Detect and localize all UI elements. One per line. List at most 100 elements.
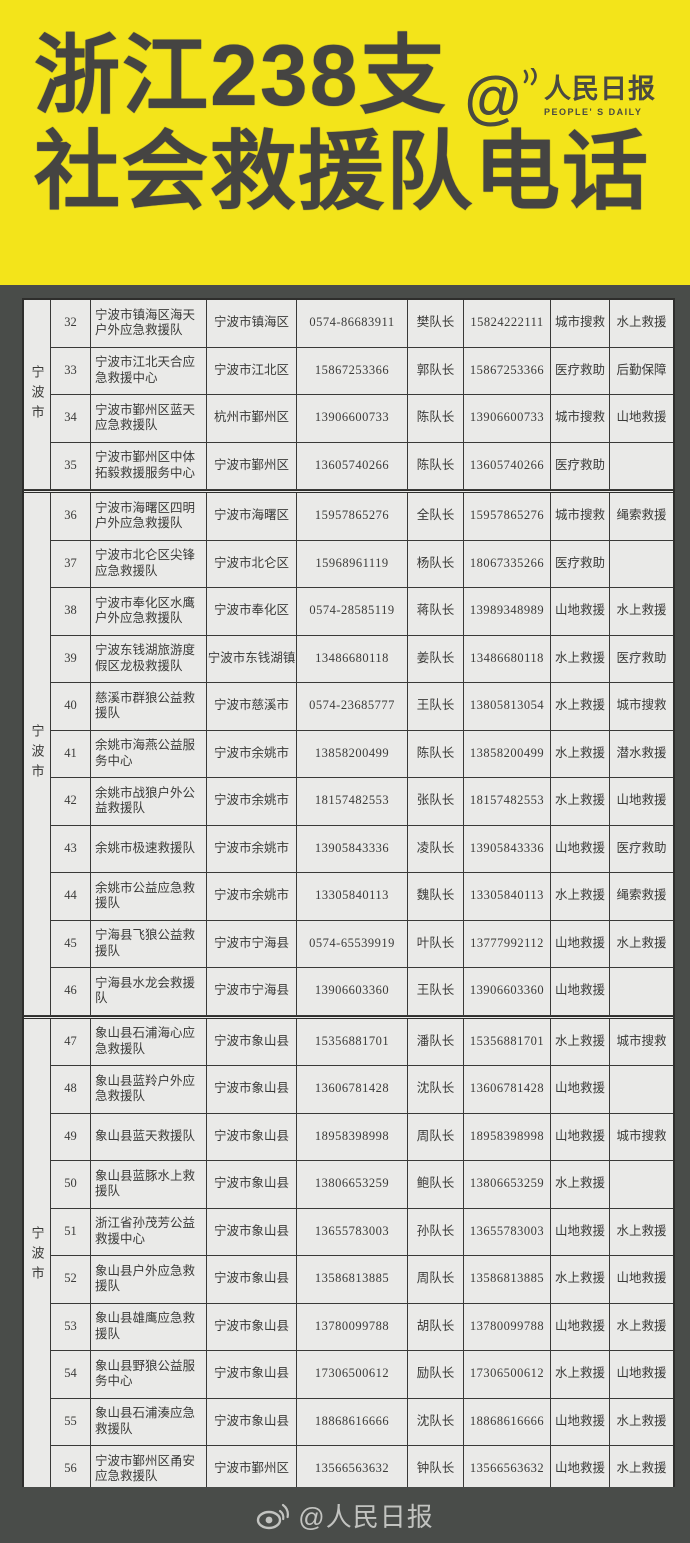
cell-team-name: 宁波市奉化区水鹰户外应急救援队 xyxy=(91,588,207,636)
cell-rescue-type2: 水上救援 xyxy=(610,1303,673,1351)
cell-location: 宁波市江北区 xyxy=(207,347,297,395)
cell-location: 宁波市余姚市 xyxy=(207,825,297,873)
cell-location: 宁波市奉化区 xyxy=(207,588,297,636)
table-group: 宁波市 36 宁波市海曙区四明户外应急救援队 宁波市海曙区 1595786527… xyxy=(24,490,673,1016)
table-group: 宁波市 32 宁波市镇海区海天户外应急救援队 宁波市镇海区 0574-86683… xyxy=(24,300,673,490)
cell-location: 宁波市象山县 xyxy=(207,1113,297,1161)
at-sign-icon: @ xyxy=(464,65,521,130)
cell-rescue-type2: 山地救援 xyxy=(610,1351,673,1399)
cell-rescue-type2: 水上救援 xyxy=(610,300,673,348)
cell-location: 宁波市宁海县 xyxy=(207,968,297,1016)
cell-rescue-type1: 山地救援 xyxy=(551,1303,610,1351)
cell-phone: 15867253366 xyxy=(297,347,408,395)
cell-leader: 孙队长 xyxy=(408,1208,464,1256)
cell-phone: 0574-23685777 xyxy=(297,683,408,731)
cell-leader: 沈队长 xyxy=(408,1398,464,1446)
cell-leader-phone: 13305840113 xyxy=(464,873,551,921)
cell-rescue-type1: 水上救援 xyxy=(551,1256,610,1304)
cell-leader: 张队长 xyxy=(408,778,464,826)
cell-phone: 13655783003 xyxy=(297,1208,408,1256)
title-line-1: 浙江238支 xyxy=(34,28,448,124)
cell-team-name: 宁海县水龙会救援队 xyxy=(91,968,207,1016)
cell-row-number: 49 xyxy=(51,1113,91,1161)
cell-leader: 鲍队长 xyxy=(408,1161,464,1209)
cell-location: 宁波市象山县 xyxy=(207,1303,297,1351)
cell-rescue-type2 xyxy=(610,1161,673,1209)
cell-rescue-type2 xyxy=(610,968,673,1016)
cell-team-name: 宁波市鄞州区蓝天应急救援队 xyxy=(91,395,207,443)
cell-leader: 王队长 xyxy=(408,683,464,731)
cell-rescue-type2: 山地救援 xyxy=(610,1256,673,1304)
cell-team-name: 象山县野狼公益服务中心 xyxy=(91,1351,207,1399)
cell-rescue-type1: 城市搜救 xyxy=(551,493,610,541)
cell-row-number: 50 xyxy=(51,1161,91,1209)
cell-rescue-type1: 水上救援 xyxy=(551,730,610,778)
cell-leader: 樊队长 xyxy=(408,300,464,348)
cell-row-number: 54 xyxy=(51,1351,91,1399)
cell-row-number: 32 xyxy=(51,300,91,348)
cell-location: 宁波市象山县 xyxy=(207,1208,297,1256)
cell-rescue-type1: 山地救援 xyxy=(551,825,610,873)
cell-location: 宁波市鄞州区 xyxy=(207,1446,297,1494)
cell-team-name: 余姚市战狼户外公益救援队 xyxy=(91,778,207,826)
cell-rescue-type2: 水上救援 xyxy=(610,1398,673,1446)
cell-leader-phone: 13858200499 xyxy=(464,730,551,778)
rescue-teams-table: 宁波市 32 宁波市镇海区海天户外应急救援队 宁波市镇海区 0574-86683… xyxy=(22,298,675,1494)
cell-row-number: 56 xyxy=(51,1446,91,1494)
cell-location: 宁波市慈溪市 xyxy=(207,683,297,731)
cell-phone: 13858200499 xyxy=(297,730,408,778)
cell-leader-phone: 13586813885 xyxy=(464,1256,551,1304)
cell-rescue-type1: 水上救援 xyxy=(551,1351,610,1399)
table-group: 宁波市 47 象山县石浦海心应急救援队 宁波市象山县 15356881701 潘… xyxy=(24,1015,673,1494)
cell-leader: 陈队长 xyxy=(408,442,464,490)
cell-phone: 13906603360 xyxy=(297,968,408,1016)
cell-rescue-type1: 医疗救助 xyxy=(551,540,610,588)
cell-rescue-type2: 水上救援 xyxy=(610,920,673,968)
cell-team-name: 余姚市海燕公益服务中心 xyxy=(91,730,207,778)
cell-leader-phone: 13906600733 xyxy=(464,395,551,443)
cell-location: 宁波市象山县 xyxy=(207,1398,297,1446)
cell-leader-phone: 13606781428 xyxy=(464,1066,551,1114)
cell-leader: 周队长 xyxy=(408,1113,464,1161)
peoples-daily-logo: @ 人民日报 PEOPLE' S DAILY xyxy=(464,65,656,130)
cell-leader: 姜队长 xyxy=(408,635,464,683)
cell-leader-phone: 13905843336 xyxy=(464,825,551,873)
cell-leader-phone: 13777992112 xyxy=(464,920,551,968)
cell-row-number: 38 xyxy=(51,588,91,636)
cell-team-name: 余姚市极速救援队 xyxy=(91,825,207,873)
cell-rescue-type1: 水上救援 xyxy=(551,778,610,826)
cell-leader-phone: 15824222111 xyxy=(464,300,551,348)
cell-row-number: 34 xyxy=(51,395,91,443)
cell-phone: 13905843336 xyxy=(297,825,408,873)
footer-bar: @人民日报 xyxy=(0,1487,690,1543)
cell-phone: 15356881701 xyxy=(297,1018,408,1066)
cell-location: 宁波市海曙区 xyxy=(207,493,297,541)
cell-row-number: 41 xyxy=(51,730,91,778)
cell-rescue-type1: 山地救援 xyxy=(551,1446,610,1494)
cell-row-number: 55 xyxy=(51,1398,91,1446)
cell-location: 宁波市象山县 xyxy=(207,1351,297,1399)
cell-leader: 胡队长 xyxy=(408,1303,464,1351)
cell-phone: 18958398998 xyxy=(297,1113,408,1161)
cell-rescue-type1: 山地救援 xyxy=(551,588,610,636)
cell-team-name: 余姚市公益应急救援队 xyxy=(91,873,207,921)
cell-location: 宁波市象山县 xyxy=(207,1256,297,1304)
cell-phone: 17306500612 xyxy=(297,1351,408,1399)
cell-rescue-type2 xyxy=(610,442,673,490)
cell-leader-phone: 13805813054 xyxy=(464,683,551,731)
cell-rescue-type2: 山地救援 xyxy=(610,395,673,443)
cell-rescue-type2 xyxy=(610,540,673,588)
cell-phone: 15957865276 xyxy=(297,493,408,541)
cell-team-name: 宁波市江北天合应急救援中心 xyxy=(91,347,207,395)
cell-leader-phone: 15867253366 xyxy=(464,347,551,395)
sound-waves-icon xyxy=(523,68,537,86)
cell-team-name: 宁波市北仑区尖锋应急救援队 xyxy=(91,540,207,588)
cell-leader: 王队长 xyxy=(408,968,464,1016)
cell-leader-phone: 13780099788 xyxy=(464,1303,551,1351)
cell-phone: 13806653259 xyxy=(297,1161,408,1209)
cell-location: 宁波市余姚市 xyxy=(207,873,297,921)
cell-location: 宁波市象山县 xyxy=(207,1018,297,1066)
cell-leader: 潘队长 xyxy=(408,1018,464,1066)
cell-row-number: 39 xyxy=(51,635,91,683)
